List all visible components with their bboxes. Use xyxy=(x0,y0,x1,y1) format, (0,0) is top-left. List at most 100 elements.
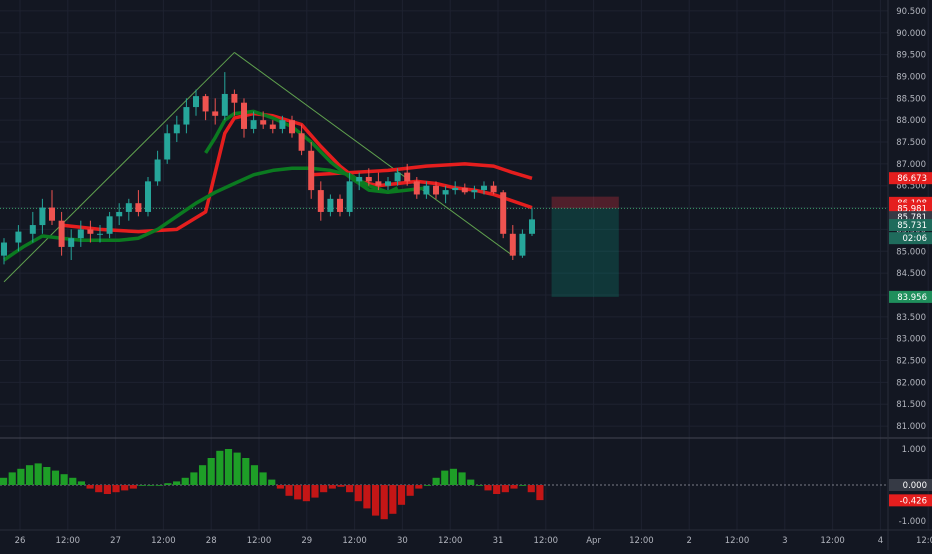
price-label: 85.731 xyxy=(897,221,927,231)
candle-body xyxy=(183,107,190,125)
oscillator-bar xyxy=(415,485,423,489)
candle-body xyxy=(317,190,324,212)
candle-body xyxy=(269,124,276,129)
trendline[interactable] xyxy=(234,52,514,257)
oscillator-bar xyxy=(250,465,259,485)
candle-body xyxy=(394,172,401,182)
candle-body xyxy=(433,185,439,195)
oscillator-bar xyxy=(527,485,535,493)
candle-body xyxy=(346,181,353,212)
candle-body xyxy=(308,150,315,191)
candle-body xyxy=(490,185,497,193)
oscillator-bar xyxy=(147,485,155,486)
time-tick-label: 12:00 xyxy=(56,536,81,546)
oscillator-bar xyxy=(328,485,336,489)
oscillator-bar xyxy=(95,485,103,493)
oscillator-bar xyxy=(423,485,432,486)
oscillator-bar xyxy=(198,465,207,485)
candle-body xyxy=(298,133,305,151)
oscillator-bar xyxy=(43,467,51,485)
candle-body xyxy=(423,185,430,195)
oscillator-bar xyxy=(285,485,293,496)
price-label: 83.956 xyxy=(897,293,927,303)
price-tick-label: 84.500 xyxy=(896,269,926,279)
price-label: 02:06 xyxy=(903,234,928,244)
candle-body xyxy=(173,124,180,134)
oscillator-bar xyxy=(337,485,345,487)
oscillator-tick-label: -1.000 xyxy=(899,517,926,527)
time-tick-label: 12:00 xyxy=(916,536,932,546)
candle-body xyxy=(452,187,459,191)
oscillator-bar xyxy=(346,485,354,493)
oscillator-bar xyxy=(259,472,267,485)
oscillator-bar xyxy=(129,485,137,489)
candle-body xyxy=(461,187,468,193)
price-tick-label: 81.500 xyxy=(896,400,926,410)
moving-average-line xyxy=(61,111,533,234)
price-tick-label: 83.500 xyxy=(896,313,926,323)
price-tick-label: 88.000 xyxy=(896,116,926,126)
candle-body xyxy=(193,96,199,108)
price-tick-label: 89.500 xyxy=(896,51,926,61)
candle-body xyxy=(154,159,161,182)
price-tick-label: 87.000 xyxy=(896,160,926,170)
price-label: 85.781 xyxy=(897,213,927,223)
time-tick-label: 3 xyxy=(782,536,787,546)
price-label-box xyxy=(889,290,932,303)
candle-body xyxy=(289,120,295,134)
oscillator-bar xyxy=(0,477,8,485)
moving-average-line xyxy=(311,162,533,180)
oscillator-tick-label: 1.000 xyxy=(902,445,926,455)
candle-body xyxy=(145,181,151,212)
oscillator-label: -0.426 xyxy=(900,496,927,506)
oscillator-bar xyxy=(233,452,241,485)
oscillator-bar xyxy=(173,481,181,485)
candle-body xyxy=(529,219,535,234)
oscillator-bar xyxy=(449,468,457,485)
time-tick-label: 12:00 xyxy=(820,536,845,546)
oscillator-bar xyxy=(190,472,198,485)
time-tick-label: 30 xyxy=(397,536,408,546)
time-tick-label: 2 xyxy=(686,536,691,546)
candle-body xyxy=(58,220,65,247)
time-tick-label: Apr xyxy=(586,536,601,546)
candle-body xyxy=(404,172,411,182)
candle-body xyxy=(375,181,382,186)
oscillator-bar xyxy=(224,449,233,485)
oscillator-bar xyxy=(467,479,475,485)
candle-body xyxy=(202,96,209,112)
oscillator-bar xyxy=(121,485,129,491)
stop-loss-zone[interactable] xyxy=(551,196,619,209)
candle-body xyxy=(413,181,420,195)
candle-body xyxy=(385,181,391,186)
price-tick-label: 83.000 xyxy=(896,335,926,345)
oscillator-bar xyxy=(77,481,86,485)
oscillator-bar xyxy=(86,485,94,489)
price-tick-label: 81.000 xyxy=(896,422,926,432)
candle-body xyxy=(135,203,142,212)
candle-body xyxy=(337,198,343,212)
oscillator-bar xyxy=(389,485,397,514)
time-tick-label: 12:00 xyxy=(629,536,654,546)
candle-body xyxy=(1,242,7,256)
time-tick-label: 12:00 xyxy=(534,536,559,546)
candle-body xyxy=(164,133,171,160)
price-tick-label: 82.000 xyxy=(896,378,926,388)
oscillator-bar xyxy=(311,485,319,498)
candle-body xyxy=(39,207,46,226)
oscillator-bar xyxy=(475,485,483,486)
price-tick-label: 90.500 xyxy=(896,7,926,17)
price-label-box xyxy=(889,172,932,185)
candle-body xyxy=(97,233,103,235)
oscillator-bar xyxy=(441,470,449,485)
time-tick-label: 12:00 xyxy=(725,536,750,546)
price-tick-label: 85.000 xyxy=(896,247,926,257)
price-label: 85.981 xyxy=(897,204,927,214)
oscillator-bar xyxy=(294,485,302,500)
time-tick-label: 4 xyxy=(878,536,883,546)
candle-body xyxy=(241,102,247,129)
time-tick-label: 12:00 xyxy=(342,536,367,546)
take-profit-zone[interactable] xyxy=(551,208,619,297)
